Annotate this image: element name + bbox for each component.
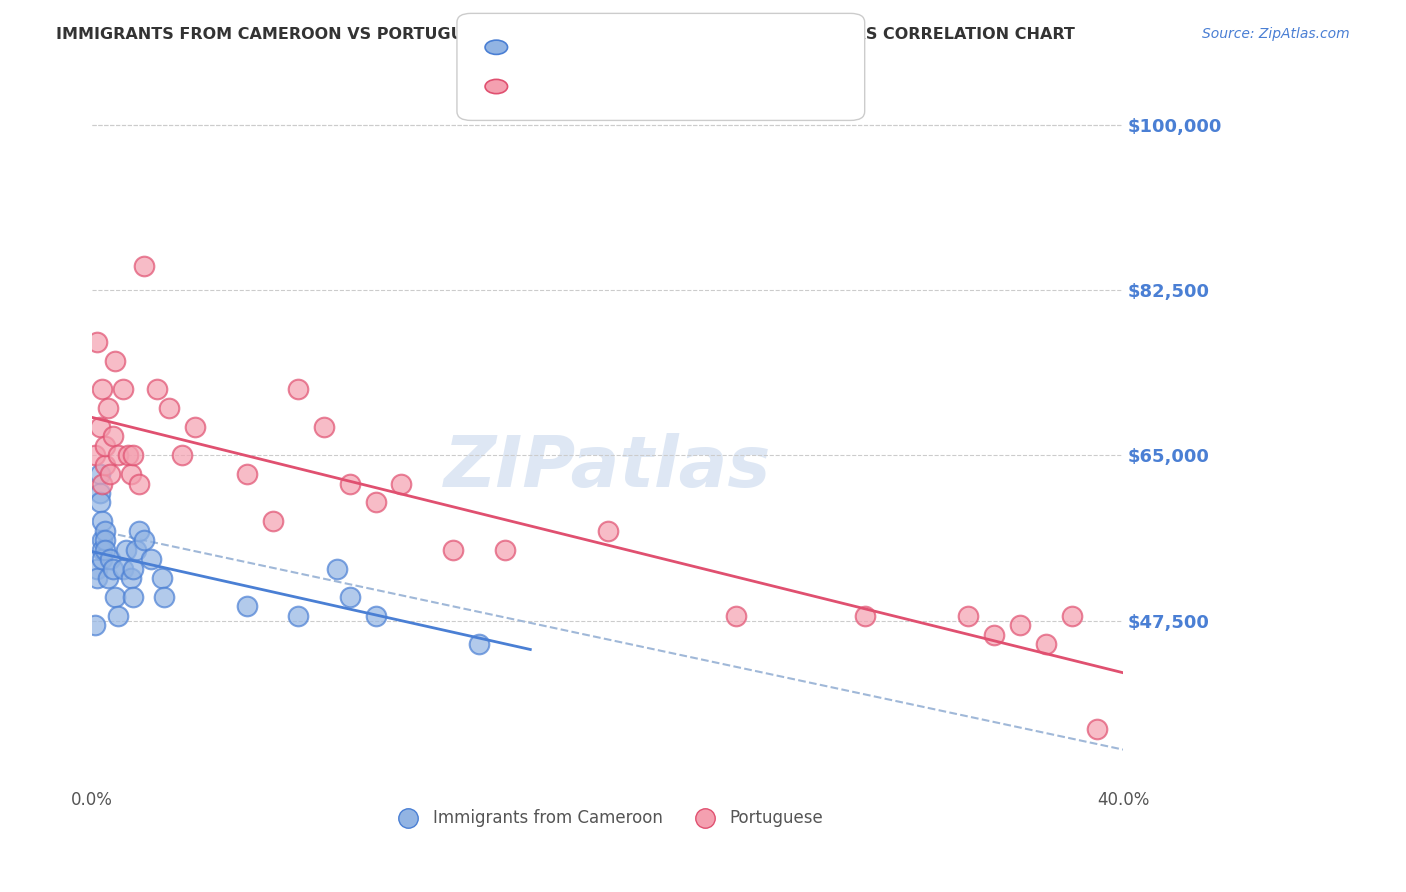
Text: N =: N = <box>623 38 659 56</box>
Point <box>287 382 309 396</box>
Text: -0.079: -0.079 <box>553 38 612 56</box>
Point <box>494 542 516 557</box>
Point <box>122 561 145 575</box>
Point <box>83 618 105 632</box>
Point <box>364 608 387 623</box>
Point <box>120 467 142 482</box>
Point <box>98 552 121 566</box>
Point <box>339 476 361 491</box>
Point <box>89 420 111 434</box>
Point <box>94 533 117 548</box>
Point <box>364 495 387 509</box>
Point <box>1008 618 1031 632</box>
Point <box>112 561 135 575</box>
Point <box>122 590 145 604</box>
Point <box>104 590 127 604</box>
Point <box>125 542 148 557</box>
Point <box>468 637 491 651</box>
Point <box>120 571 142 585</box>
Text: 35: 35 <box>657 38 679 56</box>
Point <box>94 542 117 557</box>
Point <box>596 524 619 538</box>
Point <box>94 458 117 472</box>
Text: R =: R = <box>517 38 554 56</box>
Point <box>89 467 111 482</box>
Point <box>441 542 464 557</box>
Point <box>236 467 259 482</box>
Point <box>132 260 155 274</box>
Point <box>262 514 284 528</box>
Point <box>97 401 120 415</box>
Point <box>150 571 173 585</box>
Point <box>101 561 124 575</box>
Point <box>94 439 117 453</box>
Point <box>91 514 114 528</box>
Point <box>86 334 108 349</box>
Point <box>128 476 150 491</box>
Point <box>107 448 129 462</box>
Text: ZIPatlas: ZIPatlas <box>444 433 772 501</box>
Point <box>97 571 120 585</box>
Point <box>145 382 167 396</box>
Text: IMMIGRANTS FROM CAMEROON VS PORTUGUESE HOUSEHOLDER INCOME UNDER 25 YEARS CORRELA: IMMIGRANTS FROM CAMEROON VS PORTUGUESE H… <box>56 27 1076 42</box>
Point <box>957 608 980 623</box>
Point <box>725 608 748 623</box>
Point <box>91 533 114 548</box>
Point <box>83 448 105 462</box>
Point <box>101 429 124 443</box>
Point <box>983 628 1005 642</box>
Point <box>89 486 111 500</box>
Point <box>94 524 117 538</box>
Point <box>391 476 413 491</box>
Point <box>91 382 114 396</box>
Point <box>128 524 150 538</box>
Point <box>112 382 135 396</box>
Point <box>1035 637 1057 651</box>
Point <box>314 420 336 434</box>
Point <box>91 542 114 557</box>
Point <box>107 608 129 623</box>
Point <box>122 448 145 462</box>
Point <box>853 608 876 623</box>
Point <box>339 590 361 604</box>
Point <box>184 420 207 434</box>
Point <box>159 401 181 415</box>
Point <box>1060 608 1083 623</box>
Point <box>98 467 121 482</box>
Point <box>1085 722 1108 736</box>
Point <box>236 599 259 614</box>
Text: N =: N = <box>623 78 659 95</box>
Point <box>141 552 163 566</box>
Point <box>172 448 194 462</box>
Point <box>326 561 349 575</box>
Point <box>287 608 309 623</box>
Point <box>91 476 114 491</box>
Text: R =: R = <box>517 78 554 95</box>
Text: 40: 40 <box>657 78 679 95</box>
Text: -0.236: -0.236 <box>553 78 612 95</box>
Point <box>117 448 139 462</box>
Point <box>153 590 176 604</box>
Point <box>104 353 127 368</box>
Point <box>91 552 114 566</box>
Point <box>132 533 155 548</box>
Text: Source: ZipAtlas.com: Source: ZipAtlas.com <box>1202 27 1350 41</box>
Point <box>86 571 108 585</box>
Point <box>89 495 111 509</box>
Legend: Immigrants from Cameroon, Portuguese: Immigrants from Cameroon, Portuguese <box>385 803 831 834</box>
Point <box>114 542 136 557</box>
Point <box>86 561 108 575</box>
